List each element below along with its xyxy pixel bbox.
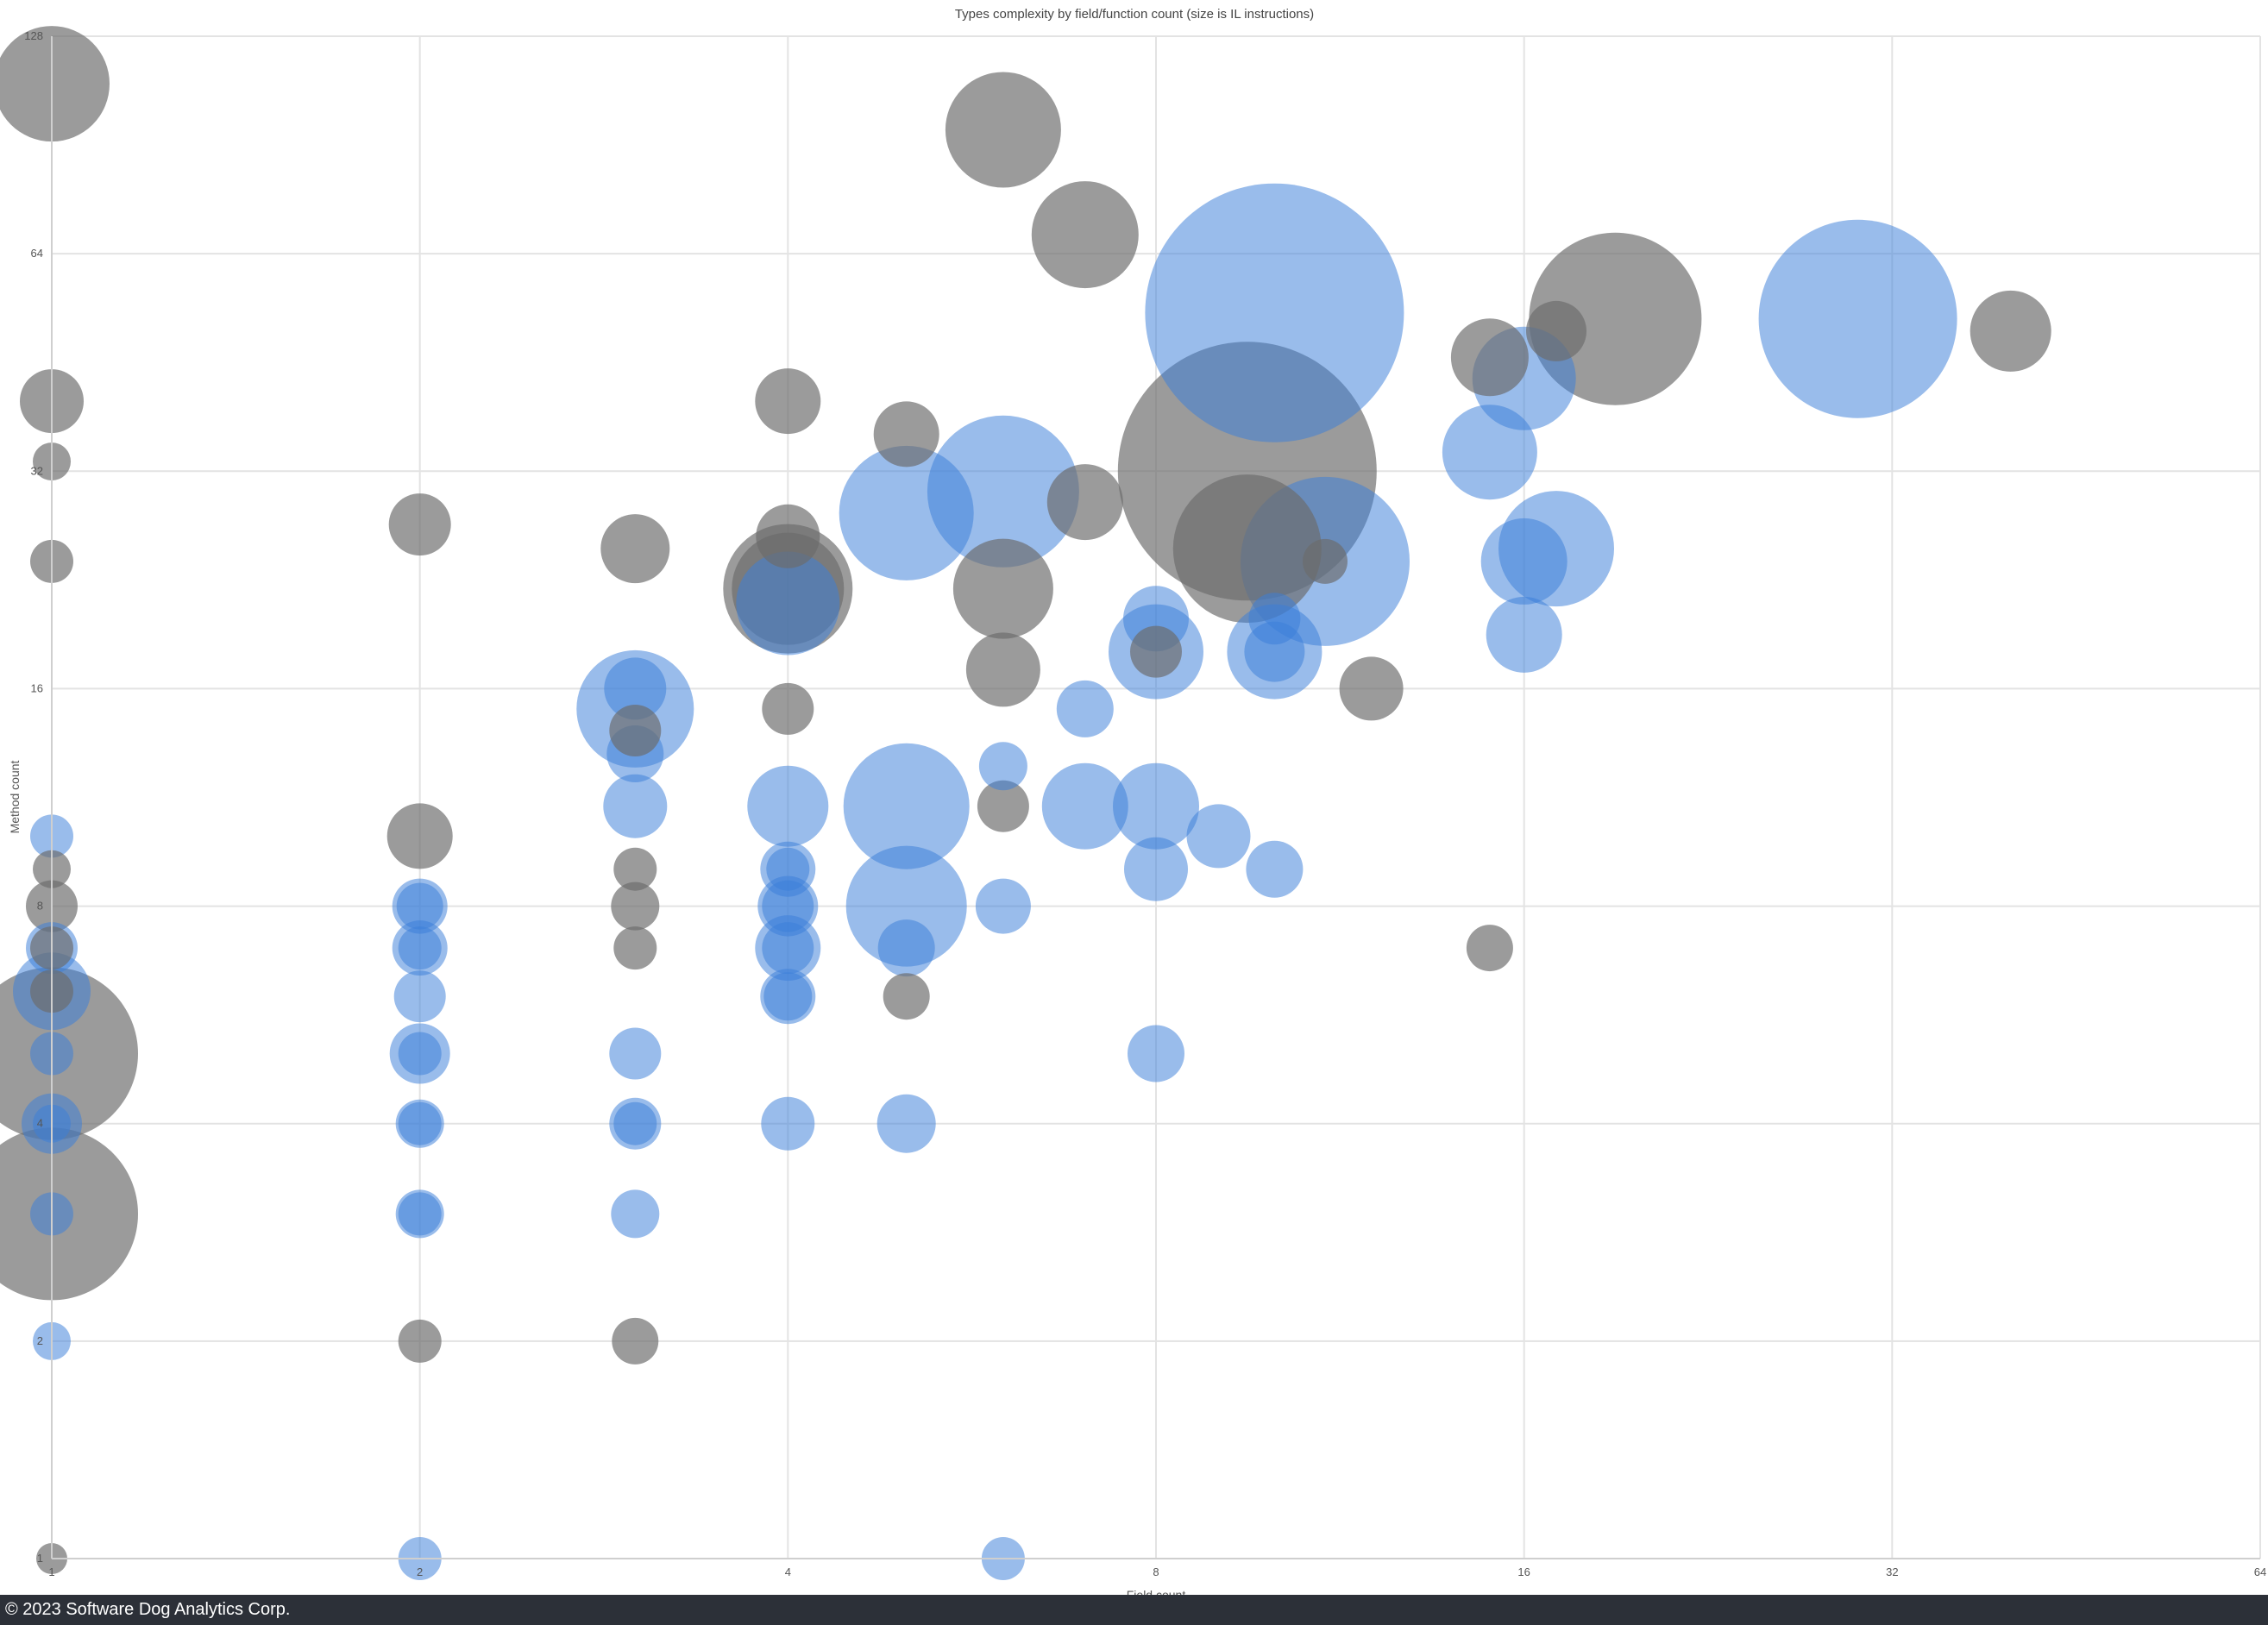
bubble-point[interactable] — [945, 72, 1061, 188]
x-tick-label: 16 — [1517, 1565, 1530, 1578]
bubble-point[interactable] — [755, 368, 821, 435]
x-tick-label: 64 — [2254, 1565, 2266, 1578]
bubble-point[interactable] — [396, 882, 443, 930]
bubble-point[interactable] — [1246, 840, 1304, 898]
bubble-point[interactable] — [1339, 656, 1404, 721]
bubble-point[interactable] — [845, 845, 967, 967]
bubble-point[interactable] — [1130, 625, 1182, 678]
bubble-point[interactable] — [1970, 290, 2051, 372]
bubble-point[interactable] — [398, 1192, 442, 1236]
x-tick-label: 32 — [1886, 1565, 1898, 1578]
bubble-point[interactable] — [1486, 596, 1562, 673]
bubble-point[interactable] — [611, 1189, 660, 1239]
bubble-point[interactable] — [398, 1032, 442, 1076]
bubble-point[interactable] — [762, 922, 814, 975]
bubble-point[interactable] — [1466, 925, 1513, 972]
bubble-point[interactable] — [613, 926, 657, 970]
bubble-point[interactable] — [398, 926, 442, 970]
y-tick-label: 128 — [24, 29, 43, 42]
bubble-point[interactable] — [952, 538, 1053, 639]
bubble-point[interactable] — [1041, 762, 1128, 850]
bubble-series — [0, 26, 2051, 1580]
bubble-point[interactable] — [1128, 1025, 1184, 1082]
bubble-point[interactable] — [965, 632, 1040, 707]
bubble-point[interactable] — [766, 847, 810, 891]
x-axis-title: Field count — [1127, 1588, 1186, 1595]
bubble-point[interactable] — [736, 551, 840, 656]
bubble-point[interactable] — [763, 972, 813, 1021]
bubble-point[interactable] — [1480, 518, 1567, 605]
y-tick-label: 1 — [37, 1552, 43, 1565]
y-tick-label: 8 — [37, 900, 43, 913]
bubble-point[interactable] — [613, 1101, 657, 1145]
bubble-point[interactable] — [398, 1319, 442, 1363]
bubble-point[interactable] — [1124, 837, 1188, 901]
bubble-point[interactable] — [1526, 300, 1586, 361]
y-axis-title: Method count — [8, 760, 22, 833]
bubble-point[interactable] — [611, 882, 660, 931]
bubble-point[interactable] — [977, 780, 1029, 832]
y-tick-label: 16 — [31, 681, 43, 694]
bubble-point[interactable] — [613, 847, 657, 891]
bubble-point[interactable] — [883, 973, 930, 1020]
bubble-point[interactable] — [1056, 680, 1114, 737]
bubble-point[interactable] — [975, 878, 1031, 934]
x-tick-label: 1 — [48, 1565, 54, 1578]
bubble-point[interactable] — [609, 705, 662, 756]
bubble-point[interactable] — [393, 970, 446, 1023]
x-tick-label: 4 — [785, 1565, 791, 1578]
footer-copyright: © 2023 Software Dog Analytics Corp. — [0, 1595, 2268, 1625]
bubble-point[interactable] — [873, 401, 939, 467]
bubble-point[interactable] — [1248, 593, 1301, 645]
bubble-point[interactable] — [747, 765, 829, 847]
bubble-point[interactable] — [1303, 538, 1348, 584]
x-tick-label: 2 — [417, 1565, 423, 1578]
bubble-point[interactable] — [762, 682, 814, 735]
bubble-point[interactable] — [1046, 464, 1123, 541]
bubble-point[interactable] — [1113, 762, 1199, 850]
y-tick-label: 2 — [37, 1334, 43, 1347]
bubble-point[interactable] — [1758, 219, 1957, 418]
bubble-point[interactable] — [761, 1096, 815, 1151]
bubble-point[interactable] — [876, 1094, 936, 1153]
bubble-point[interactable] — [756, 504, 820, 568]
bubble-point[interactable] — [1186, 804, 1251, 869]
bubble-point[interactable] — [388, 493, 451, 556]
bubble-point[interactable] — [609, 1027, 662, 1080]
bubble-point[interactable] — [1450, 318, 1529, 397]
bubble-point[interactable] — [604, 657, 667, 720]
bubble-point[interactable] — [398, 1101, 442, 1145]
bubble-point[interactable] — [877, 919, 935, 977]
bubble-point[interactable] — [839, 445, 974, 580]
bubble-point[interactable] — [386, 803, 453, 869]
bubble-point[interactable] — [612, 1317, 659, 1365]
bubble-point[interactable] — [1145, 183, 1404, 442]
bubble-point[interactable] — [1031, 181, 1139, 289]
axes: 1 2 4 8 16 32 64 1 2 4 8 16 32 64 128 — [24, 29, 2266, 1578]
y-tick-label: 4 — [37, 1117, 43, 1130]
y-tick-label: 64 — [31, 247, 43, 260]
bubble-point[interactable] — [603, 774, 668, 838]
bubble-point[interactable] — [1172, 474, 1322, 624]
bubble-point[interactable] — [978, 742, 1027, 791]
x-tick-label: 8 — [1153, 1565, 1159, 1578]
bubble-point[interactable] — [1442, 405, 1537, 500]
bubble-point[interactable] — [0, 26, 110, 142]
bubble-point[interactable] — [843, 743, 970, 869]
bubble-point[interactable] — [600, 514, 670, 584]
y-tick-label: 32 — [31, 464, 43, 477]
bubble-point[interactable] — [762, 880, 814, 932]
chart-title: Types complexity by field/function count… — [955, 7, 1314, 22]
